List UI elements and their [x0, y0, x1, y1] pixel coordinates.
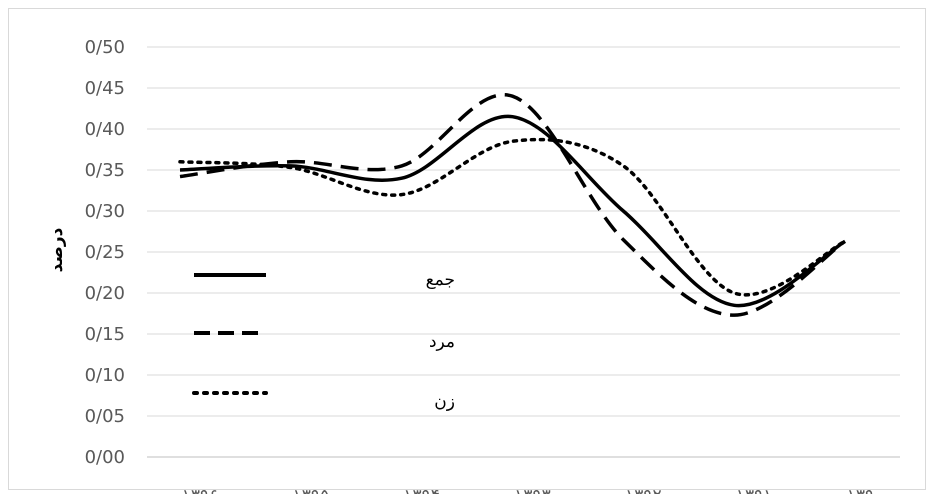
y-tick-labels: 0/00 0/05 0/10 0/15 0/20 0/25 0/30 0/35 0/40 0/45… [85, 37, 125, 468]
x-tick-label: ۱۳۹۴ [403, 486, 440, 494]
x-tick-label: ۱۳۹۰ [847, 486, 884, 494]
y-tick-label: 0/25 [85, 242, 125, 263]
y-tick-label: 0/40 [85, 119, 125, 140]
y-tick-label: 0/05 [85, 406, 125, 427]
y-tick-label: 0/20 [85, 283, 125, 304]
y-tick-label: 0/10 [85, 365, 125, 386]
x-tick-label: ۱۳۹۵ [293, 486, 330, 494]
x-tick-label: ۱۳۹۲ [625, 486, 662, 494]
y-tick-label: 0/35 [85, 160, 125, 181]
series-line-2 [180, 95, 845, 315]
legend-label: زن [434, 392, 455, 412]
y-tick-label: 0/45 [85, 78, 125, 99]
gridlines [147, 47, 900, 457]
y-tick-label: 0/30 [85, 201, 125, 222]
legend: جمع مرد زن [194, 270, 455, 412]
y-tick-label: 0/00 [85, 447, 125, 468]
y-tick-label: 0/50 [85, 37, 125, 58]
x-tick-label: ۱۳۹۳ [514, 486, 551, 494]
x-tick-labels: ۱۳۹۶ ۱۳۹۵ ۱۳۹۴ ۱۳۹۳ ۱۳۹۲ ۱۳۹۱ ۱۳۹۰ [182, 486, 884, 494]
legend-label: مرد [429, 332, 455, 352]
x-tick-label: ۱۳۹۱ [736, 486, 773, 494]
series-line-3 [180, 140, 845, 295]
x-tick-label: ۱۳۹۶ [182, 486, 219, 494]
y-axis-label: درصد [47, 227, 67, 272]
legend-label: جمع [426, 270, 455, 290]
y-tick-label: 0/15 [85, 324, 125, 345]
series-lines [180, 95, 845, 315]
